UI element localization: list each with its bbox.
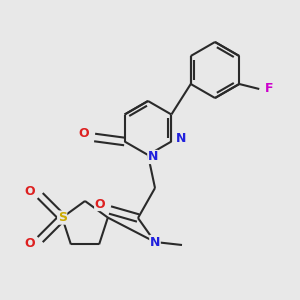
Text: F: F (265, 82, 274, 95)
Text: S: S (58, 211, 67, 224)
Text: O: O (25, 185, 35, 198)
Text: N: N (176, 132, 187, 145)
Text: O: O (78, 127, 89, 140)
Text: O: O (95, 197, 105, 211)
Text: N: N (148, 151, 158, 164)
Text: O: O (25, 237, 35, 250)
Text: N: N (150, 236, 160, 248)
